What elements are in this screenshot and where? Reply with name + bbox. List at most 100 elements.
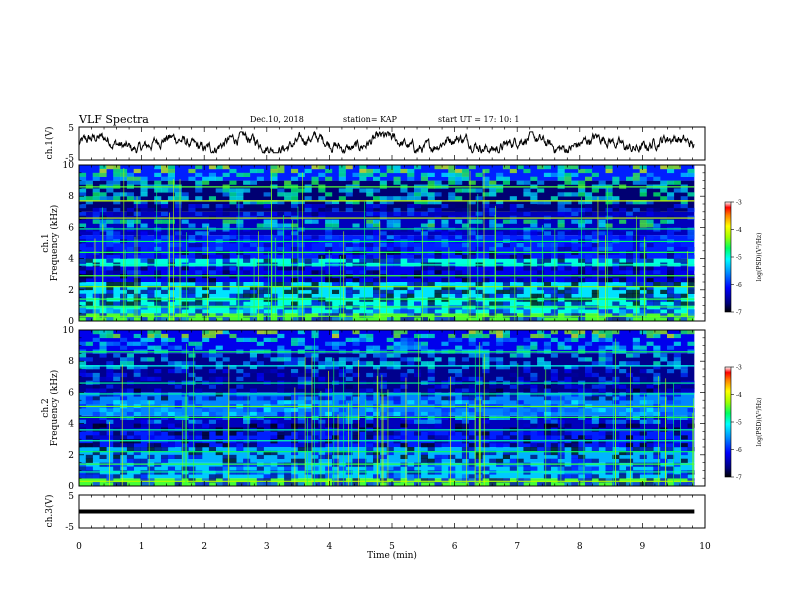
ch1-spec-cell	[379, 211, 387, 216]
ch1-spec-cell	[619, 293, 627, 298]
ch2-spec-cell	[407, 408, 415, 413]
ch2-spec-cell	[92, 443, 100, 448]
ch2-spec-cell	[332, 411, 340, 417]
ch2-spec-cell	[243, 419, 251, 424]
ch1-spec-cell	[687, 301, 695, 306]
ch1-spec-cell	[236, 293, 244, 298]
ch1-spec-cell	[557, 293, 565, 298]
ch1-spec-cell	[530, 301, 538, 306]
time-axis: 0 1 2 3 4 5 6 7 8 9 10	[76, 542, 711, 552]
ch1-spec-cell	[550, 243, 558, 248]
ch1-spec-cell	[113, 282, 121, 287]
ch2-spec-cell	[373, 345, 381, 350]
ch1-spec-cell	[126, 282, 134, 287]
ch2-spec-cell	[215, 361, 223, 366]
ch1-spec-cell	[502, 289, 510, 294]
ch1-spec-cell	[407, 282, 415, 287]
ch1-spec-cell	[277, 231, 285, 236]
ch1-spec-cell	[379, 254, 387, 259]
ch2-spec-cell	[407, 400, 415, 405]
ch1-spec-cell	[667, 219, 675, 224]
ch1-spec-cell	[427, 180, 435, 185]
ch1-spec-cell	[174, 309, 182, 314]
ch1-spec-cell	[249, 285, 257, 291]
ch1-spec-cell	[243, 266, 251, 271]
ch1-spec-cell	[537, 165, 545, 170]
ch1-spec-cell	[277, 243, 285, 248]
ch1-spec-cell	[352, 180, 360, 185]
ch2-spec-cell	[626, 396, 634, 401]
ch1-spec-cell	[646, 293, 654, 298]
ch2-spec-cell	[126, 466, 134, 471]
ch1-spec-cell	[475, 235, 483, 240]
ch2-spec-cell	[113, 435, 121, 440]
ch2-spec-cell	[147, 330, 155, 335]
ch1-spec-cell	[373, 196, 381, 201]
ch1-spec-cell	[291, 266, 299, 271]
ch1-spec-cell	[256, 223, 264, 228]
ch2-spec-cell	[140, 376, 148, 381]
ch1-spec-cell	[366, 270, 374, 275]
time-tick-label: 6	[452, 542, 458, 552]
ch1-spec-cell	[496, 266, 504, 271]
ch2-spec-cell	[92, 423, 100, 428]
ch2-spec-cell	[509, 482, 517, 487]
ch2-spec-cell	[639, 482, 647, 487]
ch1-ytick-bottom: -5	[65, 154, 74, 164]
ch2-spec-cell	[202, 435, 210, 440]
ch1-spec-cell	[195, 254, 203, 259]
ch2-spec-cell	[598, 357, 606, 362]
ch2-spec-cell	[571, 454, 579, 459]
ch2-spec-cell	[291, 369, 299, 374]
ch2-spec-cell	[543, 419, 551, 424]
ch1-spec-cell	[626, 293, 634, 298]
ch2-spec-cell	[263, 419, 271, 424]
ch1-spec-cell	[106, 285, 114, 291]
ch1-spec-cell	[448, 176, 456, 181]
ch1-spec-cell	[687, 309, 695, 314]
ch1-spec-cell	[667, 278, 675, 283]
ch1-spec-cell	[366, 235, 374, 240]
ch1-spec-cell	[687, 207, 695, 213]
ch1-spec-cell	[386, 168, 394, 174]
ch1-spec-cell	[79, 313, 87, 318]
ch2-spec-cell	[79, 419, 87, 424]
ch2-spec-cell	[113, 400, 121, 405]
ch2-spec-cell	[598, 330, 606, 335]
ch1-spec-cell	[277, 192, 285, 197]
ch2-spec-cell	[564, 337, 572, 342]
ch1-spec-cell	[502, 285, 510, 291]
ch2-spec-cell	[154, 345, 162, 350]
ch2-spec-cell	[311, 400, 319, 405]
ch1-spec-cell	[496, 289, 504, 294]
ch1-spec-cell	[167, 196, 175, 201]
ch2-spec-cell	[496, 376, 504, 381]
ch1-spec-cell	[530, 231, 538, 236]
ch2-spec-cell	[236, 466, 244, 471]
ch1-spec-cell	[208, 301, 216, 306]
ch1-spec-cell	[263, 313, 271, 318]
ch2-spec-cell	[188, 443, 196, 448]
ch1-spec-cell	[270, 165, 278, 170]
ch1-spec-cell	[646, 243, 654, 248]
ch2-spec-cell	[338, 431, 346, 436]
ch2-spec-cell	[195, 388, 203, 393]
ch2-spec-cell	[509, 450, 517, 456]
ch2-spec-cell	[147, 357, 155, 362]
ch2-spec-ytick-label: 4	[68, 420, 74, 430]
ch2-spec-cell	[386, 466, 394, 471]
ch1-spec-cell	[482, 200, 490, 205]
ch1-spec-cell	[557, 207, 565, 213]
ch2-spec-cell	[338, 372, 346, 378]
ch1-spec-cell	[304, 168, 312, 174]
ch1-spec-cell	[639, 176, 647, 181]
ch1-spec-cell	[632, 211, 640, 216]
ch1-spec-cell	[256, 309, 264, 314]
ch1-spec-cell	[161, 165, 169, 170]
ch1-spec-cell	[626, 309, 634, 314]
ch2-spec-cell	[222, 388, 230, 393]
ch2-spec-cell	[167, 369, 175, 374]
ch1-spec-cell	[393, 219, 401, 224]
ch1-spec-cell	[468, 165, 476, 170]
ch2-spec-cell	[509, 361, 517, 366]
